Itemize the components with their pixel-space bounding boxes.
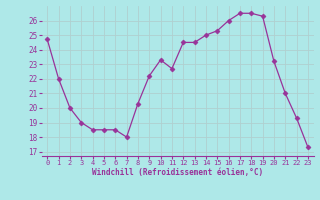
X-axis label: Windchill (Refroidissement éolien,°C): Windchill (Refroidissement éolien,°C) [92, 168, 263, 177]
